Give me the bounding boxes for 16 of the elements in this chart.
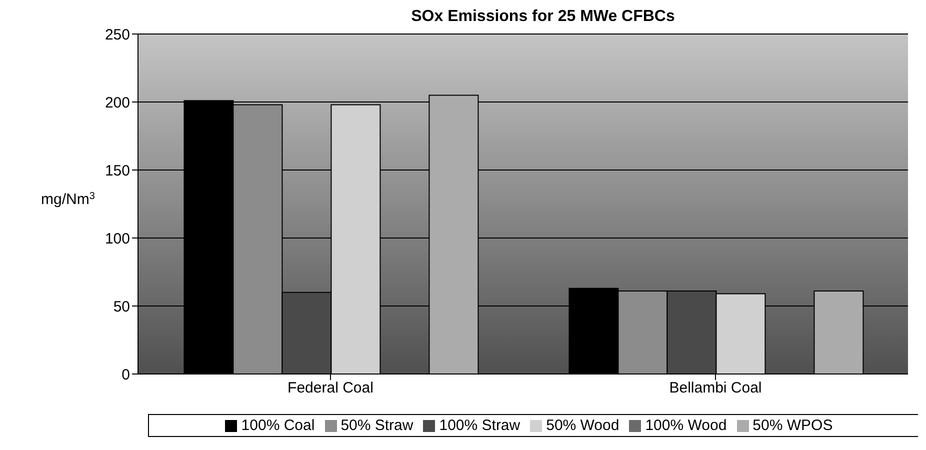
legend-label: 100% Straw (439, 417, 520, 434)
y-axis-title: mg/Nm$^{3}$ (41, 190, 96, 208)
x-tick-label: Bellambi Coal (669, 380, 762, 397)
x-tick-label: Federal Coal (288, 380, 374, 397)
legend-label: 50% Straw (340, 417, 414, 434)
legend-label: 100% Wood (645, 417, 727, 434)
chart-title: SOx Emissions for 25 MWe CFBCs (410, 8, 676, 26)
legend-label: 50% Wood (546, 417, 620, 434)
y-tick-label: 200 (104, 94, 130, 112)
legend-label: 100% Coal (241, 417, 315, 434)
legend-label: 50% WPOS (752, 417, 833, 434)
y-tick-label: 50 (113, 298, 130, 316)
y-tick-label: 100 (104, 230, 130, 248)
y-tick-label: 250 (104, 26, 130, 44)
y-tick-label: 0 (122, 366, 130, 384)
y-tick-label: 150 (104, 162, 130, 180)
